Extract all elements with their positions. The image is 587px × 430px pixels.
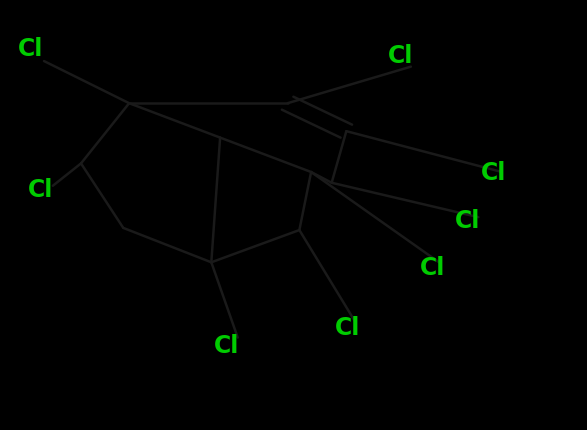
Text: Cl: Cl [481,161,507,185]
Text: Cl: Cl [387,44,413,68]
Text: Cl: Cl [214,334,239,358]
Text: Cl: Cl [335,316,360,340]
Text: Cl: Cl [420,256,445,280]
Text: Cl: Cl [455,209,480,233]
Text: Cl: Cl [28,178,53,202]
Text: Cl: Cl [18,37,43,61]
